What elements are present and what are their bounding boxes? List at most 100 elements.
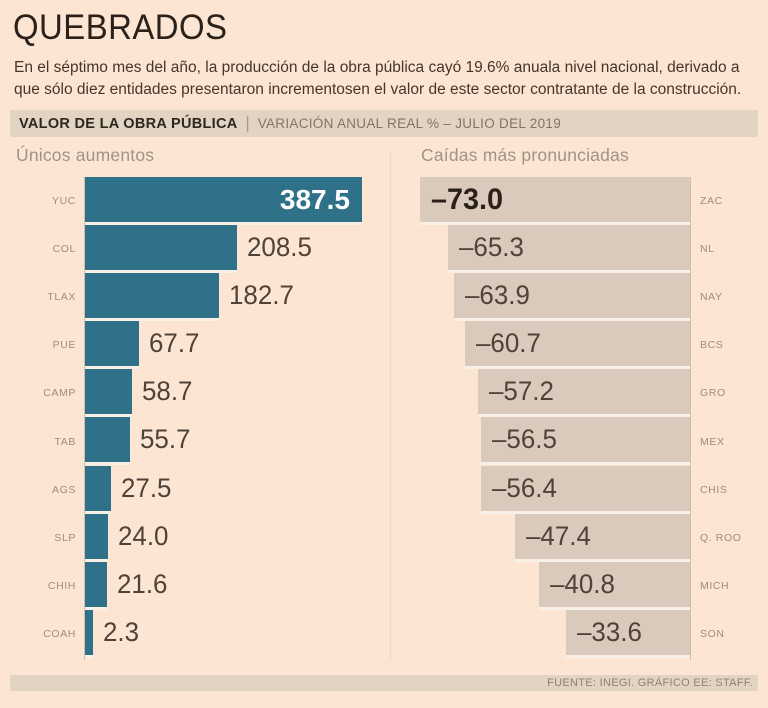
bar-track: –63.9	[10, 273, 690, 319]
bar-value: –56.4	[492, 472, 558, 503]
bar-positive	[85, 273, 220, 319]
bar-row: COAH 2.3	[10, 609, 385, 658]
state-label: SON	[700, 627, 725, 640]
state-label: CAMP	[43, 387, 76, 400]
page-subtitle: En el séptimo mes del año, la producción…	[14, 59, 742, 98]
bar-value: 58.7	[142, 376, 193, 407]
bar-value: 182.7	[229, 280, 294, 311]
bar-value: 67.7	[148, 328, 200, 359]
left-chart-axis-line	[84, 177, 85, 660]
bar-track: –73.0	[10, 177, 690, 222]
bar-track: –33.6	[10, 609, 690, 655]
bar-row: –60.7 BCS	[10, 321, 758, 369]
bar-track: –40.8	[10, 561, 690, 607]
bar-positive	[85, 465, 111, 511]
bar-positive	[85, 561, 107, 607]
bar-track: –60.7	[10, 321, 690, 367]
state-label: CHIH	[47, 579, 76, 592]
bar-value: 24.0	[118, 520, 169, 551]
bar-value: 27.5	[120, 472, 172, 503]
bar-track: –65.3	[10, 225, 690, 271]
bar-value: –33.6	[576, 616, 642, 647]
state-label: NAY	[700, 291, 723, 304]
source-credit: FUENTE: INEGI. GRÁFICO EE: STAFF.	[547, 677, 753, 689]
bar-value: 208.5	[247, 232, 312, 263]
bar-value: –63.9	[464, 280, 530, 311]
bar-row: YUC 387.5	[10, 177, 385, 225]
bar-row: –65.3 NL	[10, 225, 758, 273]
bar-row: –40.8 MICH	[10, 561, 758, 610]
bar-negative: –47.4	[514, 513, 690, 559]
bar-value: –56.5	[492, 424, 557, 455]
state-label: AGS	[52, 483, 76, 496]
kicker-divider: |	[245, 114, 250, 132]
increases-bar-chart: YUC 387.5 COL 208.5 TLAX 182.7 PUE 67.7 CAMP 58.7…	[10, 177, 385, 658]
bar-track: –47.4	[10, 513, 690, 559]
bar-row: COL 208.5	[10, 225, 385, 273]
state-label: COL	[52, 243, 76, 256]
bar-track: –57.2	[10, 369, 690, 415]
bar-positive	[85, 225, 238, 271]
bar-value: –65.3	[459, 232, 525, 263]
kicker-label: VALOR DE LA OBRA PÚBLICA	[19, 115, 238, 132]
declines-bar-chart: –73.0 ZAC –65.3 NL –63.9 NAY –60.7 BCS –57.2 GRO –…	[10, 177, 758, 658]
page-title: QUEBRADOS	[13, 8, 228, 47]
left-chart-title: Únicos aumentos	[16, 145, 155, 165]
bar-value: –40.8	[550, 568, 615, 599]
bar-positive	[85, 513, 109, 559]
bar-negative: –65.3	[448, 225, 690, 271]
state-label: MICH	[700, 579, 730, 592]
bar-value: 55.7	[140, 424, 191, 455]
state-label: NL	[700, 243, 715, 256]
state-label: Q. ROO	[700, 531, 742, 544]
bar-value: –57.2	[489, 376, 555, 407]
bar-value: 2.3	[103, 616, 140, 647]
state-label: BCS	[700, 339, 724, 352]
bar-negative: –60.7	[465, 321, 690, 367]
state-label: SLP	[54, 531, 76, 544]
bar-positive: 387.5	[85, 177, 362, 222]
kicker-subtitle: VARIACIÓN ANUAL REAL % – JULIO DEL 2019	[257, 116, 562, 131]
bar-positive	[85, 369, 133, 415]
right-chart-title: Caídas más pronunciadas	[421, 145, 629, 165]
bar-row: CHIH 21.6	[10, 561, 385, 610]
bar-row: CAMP 58.7	[10, 369, 385, 417]
bar-negative: –73.0	[419, 177, 690, 222]
bar-row: –56.4 CHIS	[10, 465, 758, 514]
bar-value: 21.6	[116, 568, 168, 599]
bar-track: –56.4	[10, 465, 690, 511]
bar-row: –33.6 SON	[10, 609, 758, 658]
bar-row: –57.2 GRO	[10, 369, 758, 417]
right-chart-axis-line	[690, 177, 691, 660]
bar-negative: –56.5	[481, 417, 690, 463]
bar-positive	[85, 321, 139, 367]
bar-row: PUE 67.7	[10, 321, 385, 369]
state-label: ZAC	[700, 195, 723, 208]
bar-row: –63.9 NAY	[10, 273, 758, 321]
bar-row: –73.0 ZAC	[10, 177, 758, 225]
kicker-bar: VALOR DE LA OBRA PÚBLICA | VARIACIÓN ANU…	[10, 110, 758, 137]
bar-negative: –33.6	[565, 609, 690, 655]
bar-positive	[85, 417, 131, 463]
state-label: GRO	[700, 387, 726, 400]
bar-value: 387.5	[279, 184, 350, 215]
bar-positive	[85, 609, 94, 655]
bar-value: –47.4	[525, 520, 591, 551]
state-label: TAB	[54, 435, 76, 448]
bar-negative: –63.9	[453, 273, 690, 319]
bar-negative: –56.4	[481, 465, 690, 511]
column-divider-line	[390, 150, 391, 660]
bar-row: TLAX 182.7	[10, 273, 385, 321]
bar-row: –56.5 MEX	[10, 417, 758, 465]
bar-row: –47.4 Q. ROO	[10, 513, 758, 562]
state-label: COAH	[43, 627, 76, 640]
state-label: TLAX	[47, 291, 76, 304]
bar-negative: –57.2	[478, 369, 690, 415]
state-label: PUE	[52, 339, 76, 352]
bar-row: SLP 24.0	[10, 513, 385, 562]
bar-row: AGS 27.5	[10, 465, 385, 514]
state-label: CHIS	[700, 483, 728, 496]
bar-row: TAB 55.7	[10, 417, 385, 465]
bar-value: –60.7	[476, 328, 542, 359]
bar-track: –56.5	[10, 417, 690, 463]
